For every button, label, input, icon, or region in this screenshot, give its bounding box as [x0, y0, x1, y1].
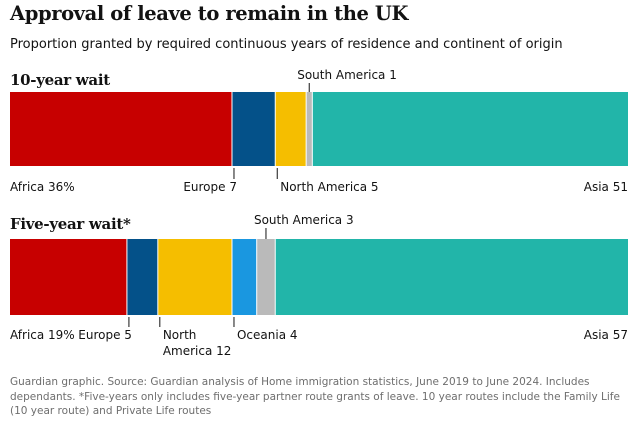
bar-segment-five-year-south-america — [257, 239, 275, 315]
bar-segment-five-year-oceania — [232, 239, 257, 315]
bar-segment-ten-year-africa — [10, 92, 232, 166]
bar-segment-ten-year-north-america — [275, 92, 306, 166]
bar-segment-five-year-north-america — [158, 239, 232, 315]
bar-segment-five-year-asia — [275, 239, 628, 315]
bar-label-five-year-africa: Africa 19% — [10, 328, 75, 342]
bar-segment-ten-year-south-america — [306, 92, 312, 166]
chart-subtitle: Proportion granted by required continuou… — [10, 37, 563, 52]
bar-label-five-year-asia: Asia 57 — [584, 328, 628, 342]
bar-label-ten-year-asia: Asia 51 — [584, 180, 628, 194]
bar-label-ten-year-africa: Africa 36% — [10, 180, 75, 194]
stacked-bar-charts: Africa 36% Europe 7 North America 5 South A… — [10, 68, 628, 358]
bar-segment-five-year-europe — [127, 239, 158, 315]
source-footnote: Guardian graphic. Source: Guardian analy… — [10, 376, 620, 417]
bar-label-ten-year-europe: Europe 7 — [183, 180, 237, 194]
five-year-wait-heading: Five-year wait* — [10, 215, 131, 233]
bar-label-ten-year-north-america: North America 5 — [280, 180, 378, 194]
ten-year-wait-heading: 10-year wait — [10, 71, 110, 89]
bar-segment-five-year-africa — [10, 239, 127, 315]
bar-label-ten-year-south-america: South America 1 — [297, 68, 397, 82]
chart-title: Approval of leave to remain in the UK — [10, 2, 409, 25]
bar-label-five-year-europe: Europe 5 — [78, 328, 132, 342]
bar-label-five-year-south-america: South America 3 — [254, 213, 354, 227]
bar-label-five-year-oceania: Oceania 4 — [237, 328, 298, 342]
bar-segment-ten-year-asia — [312, 92, 628, 166]
bar-label-five-year-north-america: North America 12 — [163, 328, 232, 358]
bar-segment-ten-year-europe — [232, 92, 275, 166]
